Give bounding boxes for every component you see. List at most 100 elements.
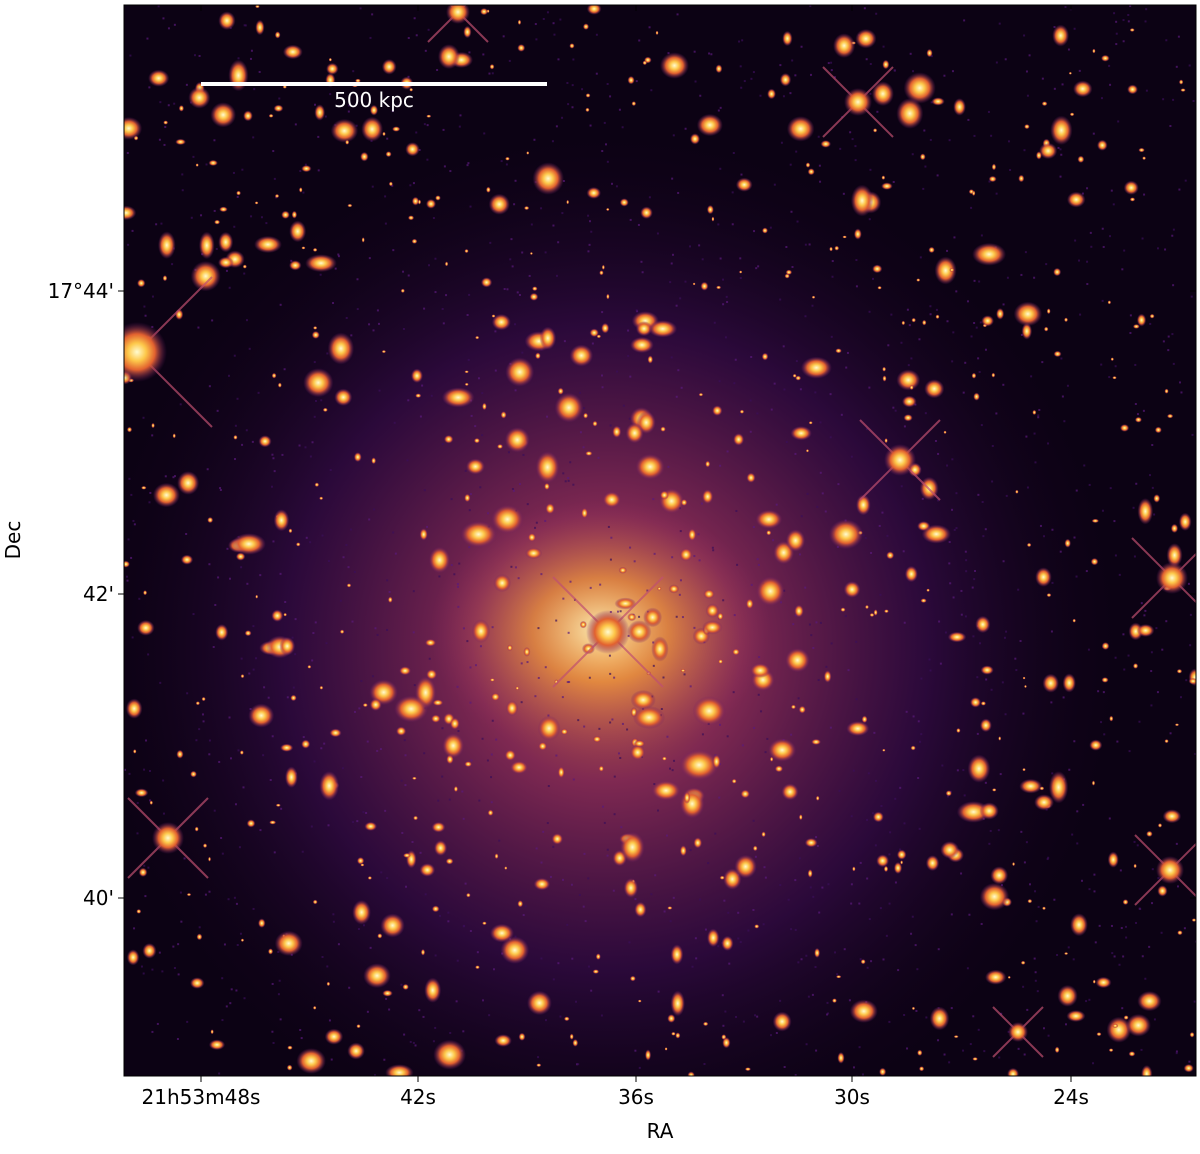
galaxy <box>659 490 669 500</box>
noise <box>1129 331 1132 334</box>
noise <box>572 483 575 486</box>
noise <box>1153 1018 1156 1021</box>
noise <box>162 812 165 815</box>
noise <box>679 530 682 533</box>
noise <box>540 957 543 960</box>
noise <box>780 141 783 144</box>
noise <box>1140 1048 1143 1051</box>
galaxy <box>1015 489 1019 494</box>
noise <box>491 72 494 75</box>
galaxy <box>820 140 832 148</box>
noise <box>192 613 195 616</box>
galaxy <box>505 700 519 717</box>
noise <box>755 267 758 270</box>
noise <box>736 563 739 566</box>
noise <box>1053 87 1056 90</box>
noise <box>1041 361 1044 364</box>
noise <box>1015 669 1018 672</box>
galaxy <box>489 923 514 943</box>
noise <box>161 970 164 973</box>
noise <box>220 837 223 840</box>
galaxy <box>612 425 622 439</box>
noise <box>758 656 761 659</box>
galaxy <box>718 659 724 665</box>
galaxy <box>286 1064 293 1071</box>
noise <box>124 768 127 771</box>
noise <box>946 464 949 467</box>
noise <box>717 109 720 112</box>
noise <box>198 728 201 731</box>
galaxy <box>679 749 719 781</box>
noise <box>1093 873 1096 876</box>
galaxy <box>655 30 659 36</box>
galaxy <box>692 282 696 286</box>
galaxy <box>998 736 1002 741</box>
galaxy <box>494 853 499 860</box>
noise <box>195 739 198 742</box>
noise <box>634 1049 637 1052</box>
noise <box>1144 20 1147 23</box>
noise <box>578 893 581 896</box>
noise <box>162 779 165 782</box>
noise <box>319 273 322 276</box>
galaxy <box>280 743 294 752</box>
noise <box>540 861 543 864</box>
noise <box>850 455 853 458</box>
galaxy <box>924 379 945 399</box>
noise <box>409 184 412 187</box>
noise <box>328 1019 331 1022</box>
noise <box>960 613 963 616</box>
noise <box>726 450 729 453</box>
noise <box>1051 581 1054 584</box>
galaxy <box>194 826 199 832</box>
noise <box>708 52 711 55</box>
noise <box>544 519 547 522</box>
noise <box>128 772 131 775</box>
noise <box>552 978 555 981</box>
galaxy <box>782 30 793 47</box>
noise <box>329 469 332 472</box>
noise <box>514 389 517 392</box>
noise <box>787 898 790 901</box>
noise <box>979 321 982 324</box>
noise <box>362 924 365 927</box>
noise <box>300 1037 303 1040</box>
galaxy <box>623 878 639 898</box>
noise <box>1135 482 1138 485</box>
galaxy <box>361 116 384 142</box>
noise <box>310 825 313 828</box>
galaxy <box>761 227 768 234</box>
noise <box>980 922 983 925</box>
noise <box>667 52 670 55</box>
galaxy <box>489 678 496 682</box>
noise <box>353 710 356 713</box>
galaxy <box>314 482 320 487</box>
galaxy <box>1048 771 1069 804</box>
noise <box>402 270 405 273</box>
noise <box>235 902 238 905</box>
x-tick-label: 36s <box>618 1085 654 1109</box>
noise <box>892 406 895 409</box>
noise <box>173 102 176 105</box>
noise <box>469 701 472 704</box>
noise <box>236 397 239 400</box>
noise <box>208 563 211 566</box>
galaxy <box>1141 1065 1153 1076</box>
galaxy <box>1119 424 1130 432</box>
galaxy <box>420 948 426 956</box>
galaxy <box>424 638 437 647</box>
noise <box>407 37 410 40</box>
galaxy <box>850 184 874 217</box>
noise <box>198 926 201 929</box>
galaxy <box>935 314 940 320</box>
noise <box>347 110 350 113</box>
noise <box>466 314 469 317</box>
noise <box>125 575 128 578</box>
noise <box>964 550 967 553</box>
noise <box>506 288 509 291</box>
noise <box>819 180 822 183</box>
galaxy <box>882 366 887 372</box>
noise <box>1178 381 1181 384</box>
noise <box>869 168 872 171</box>
galaxy <box>829 246 833 252</box>
